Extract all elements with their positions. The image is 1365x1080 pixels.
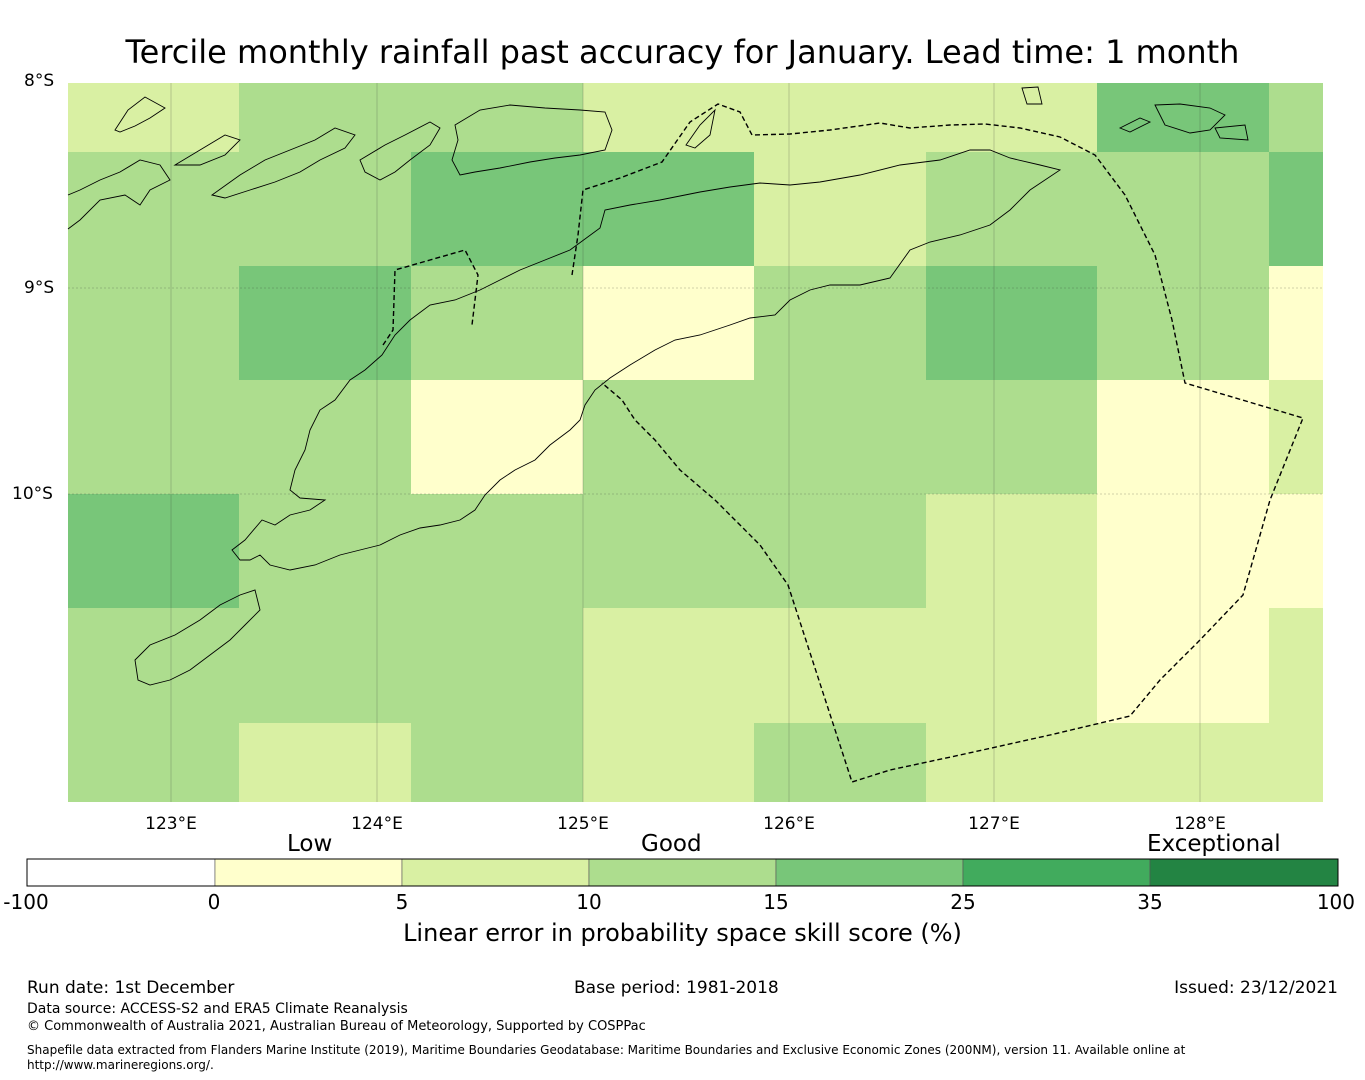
colorbar-tick: 15 [763,890,789,914]
colorbar-tick: 35 [1137,890,1163,914]
grid-cell [68,494,239,608]
colorbar-tick: 100 [1316,890,1355,914]
grid-cell [754,494,926,608]
colorbar-segment [26,858,216,887]
coastlines [67,86,1249,686]
colorbar [26,858,1339,887]
grid-cell [239,266,411,380]
shapefile-url: http://www.marineregions.org/. [27,1058,214,1072]
maritime-boundaries [382,103,1304,783]
colorbar-tick: 0 [207,890,221,914]
grid-cell [926,608,1097,723]
grid-cell [1097,723,1269,802]
grid-cell [411,494,583,608]
copyright: © Commonwealth of Australia 2021, Austra… [27,1019,646,1034]
map-title: Tercile monthly rainfall past accuracy f… [125,33,1240,71]
colorbar-tick: 25 [950,890,976,914]
run-date: Run date: 1st December [27,978,235,998]
grid-cell [411,83,583,152]
colorbar-segment [775,858,964,887]
colorbar-tick: -100 [3,890,49,914]
lat-label-9s: 9°S [24,278,55,298]
grid-cell [754,266,926,380]
lon-label-126e: 126°E [763,814,815,834]
grid-cell [411,380,583,494]
colorbar-tick: 10 [576,890,602,914]
category-low: Low [287,831,333,857]
grid-cell [754,380,926,494]
grid-cell [1269,266,1323,380]
skill-grid [68,83,1323,802]
grid-cell [1097,380,1269,494]
colorbar-label: Linear error in probability space skill … [403,919,962,947]
grid-cell [926,723,1097,802]
lon-label-127e: 127°E [968,814,1020,834]
grid-cell [1097,608,1269,723]
grid-cell [1269,608,1323,723]
grid-cell [1269,83,1323,152]
grid-cell [239,152,411,266]
grid-cell [68,152,239,266]
grid-cell [68,723,239,802]
grid-cell [411,152,583,266]
colorbar-segment [214,858,403,887]
lat-label-10s: 10°S [12,484,53,504]
grid-cell [411,608,583,723]
colorbar-segment [1149,858,1339,887]
grid-cell [754,152,926,266]
base-period: Base period: 1981-2018 [574,978,779,998]
category-exceptional: Exceptional [1147,831,1281,857]
colorbar-frame [26,858,1339,887]
grid-cell [583,608,754,723]
grid-cell [1097,152,1269,266]
colorbar-segment [588,858,777,887]
grid-cell [1269,152,1323,266]
grid-cell [1097,494,1269,608]
grid-cell [1269,494,1323,608]
grid-cell [754,608,926,723]
data-source: Data source: ACCESS-S2 and ERA5 Climate … [27,1001,408,1017]
grid-cell [583,723,754,802]
gridlines [68,83,1323,802]
grid-cell [583,83,754,152]
grid-cell [239,608,411,723]
grid-cell [583,494,754,608]
grid-cell [583,266,754,380]
grid-cell [926,266,1097,380]
grid-cell [68,83,239,152]
grid-cell [1097,83,1269,152]
colorbar-segment [401,858,590,887]
colorbar-segment [962,858,1151,887]
grid-cell [239,83,411,152]
lat-label-8s: 8°S [24,71,55,91]
lon-label-128e: 128°E [1174,814,1226,834]
grid-cell [926,494,1097,608]
grid-cell [411,266,583,380]
grid-cell [239,494,411,608]
grid-cell [68,608,239,723]
grid-cell [583,380,754,494]
grid-cell [239,723,411,802]
shapefile-credit: Shapefile data extracted from Flanders M… [27,1043,1186,1057]
grid-cell [754,723,926,802]
lon-label-124e: 124°E [351,814,403,834]
category-good: Good [641,831,702,857]
grid-cell [926,380,1097,494]
grid-cell [239,380,411,494]
grid-cell [1097,266,1269,380]
lon-label-125e: 125°E [557,814,609,834]
colorbar-tick: 5 [395,890,409,914]
grid-cell [754,83,926,152]
grid-cell [1269,723,1323,802]
grid-cell [68,380,239,494]
grid-cell [411,723,583,802]
grid-cell [68,266,239,380]
issued-date: Issued: 23/12/2021 [1174,978,1338,998]
grid-cell [926,83,1097,152]
lon-label-123e: 123°E [145,814,197,834]
